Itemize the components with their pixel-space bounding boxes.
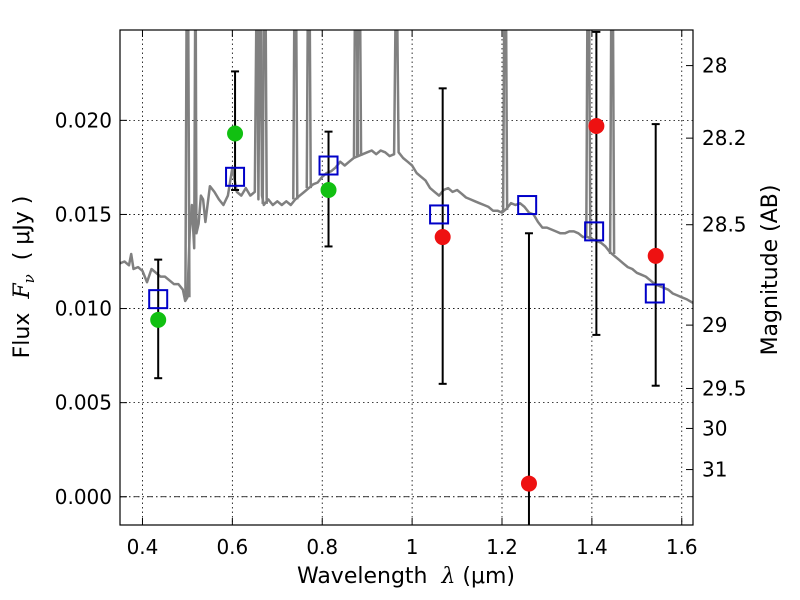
observed-points bbox=[150, 117, 664, 492]
plot-area bbox=[120, 30, 693, 525]
observed-point-green bbox=[320, 181, 337, 198]
x-tick-label: 0.6 bbox=[216, 535, 248, 559]
error-bar bbox=[592, 30, 601, 336]
observed-point-green bbox=[150, 311, 167, 328]
y2-axis-title: Magnitude (AB) bbox=[758, 185, 783, 356]
emission-line bbox=[292, 30, 299, 200]
synthetic-box bbox=[517, 195, 538, 216]
y-axis-title: Flux Fν ( μJy ) bbox=[10, 196, 38, 359]
y2-tick-label: 28.5 bbox=[702, 213, 747, 237]
y-tick-label: 0.015 bbox=[55, 202, 112, 226]
x-tick-label: 1.6 bbox=[666, 535, 698, 559]
synthetic-box bbox=[584, 221, 605, 242]
observed-point-green bbox=[227, 125, 244, 142]
observed-point-red bbox=[647, 247, 664, 264]
observed-point-red bbox=[588, 117, 605, 134]
y-tick-label: 0.000 bbox=[55, 485, 112, 509]
synthetic-box bbox=[318, 155, 339, 176]
y-tick-label: 0.010 bbox=[55, 297, 112, 321]
emission-line bbox=[305, 30, 313, 189]
synthetic-box bbox=[148, 289, 169, 310]
y2-tick-label: 28 bbox=[702, 54, 727, 78]
x-tick-label: 1 bbox=[406, 535, 419, 559]
emission-line bbox=[608, 30, 616, 254]
emission-line bbox=[261, 30, 268, 204]
y2-tick-label: 30 bbox=[702, 416, 727, 440]
x-tick-label: 1.2 bbox=[486, 535, 518, 559]
synthetic-boxes bbox=[148, 155, 665, 310]
y-axis-ticks: 0.000 0.005 0.010 0.015 0.020 bbox=[55, 108, 127, 509]
plot-frame bbox=[119, 29, 694, 526]
x-tick-label: 0.4 bbox=[127, 535, 159, 559]
synthetic-box bbox=[429, 204, 450, 225]
x-tick-label: 0.8 bbox=[306, 535, 338, 559]
emission-line bbox=[585, 30, 592, 238]
x-tick-label: 1.4 bbox=[576, 535, 608, 559]
y2-tick-label: 31 bbox=[702, 458, 727, 482]
observed-point-red bbox=[434, 229, 451, 246]
emission-line bbox=[501, 30, 509, 210]
emission-line bbox=[355, 30, 363, 156]
emission-line bbox=[184, 30, 191, 298]
x-axis-ticks: 0.4 0.6 0.8 1 1.2 1.4 1.6 bbox=[127, 30, 698, 559]
y-tick-label: 0.005 bbox=[55, 391, 112, 415]
y-tick-label: 0.020 bbox=[55, 108, 112, 132]
synthetic-box bbox=[644, 283, 665, 304]
y2-tick-label: 28.2 bbox=[702, 126, 747, 150]
observed-point-red bbox=[520, 475, 537, 492]
model-spectrum-line bbox=[120, 30, 693, 304]
emission-lines bbox=[184, 30, 616, 298]
y2-axis-ticks: 28 28.2 28.5 29 29.5 30 31 bbox=[686, 54, 747, 482]
y2-tick-label: 29.5 bbox=[702, 376, 747, 400]
x-axis-title: Wavelength λ (μm) bbox=[297, 564, 515, 589]
synthetic-box bbox=[225, 166, 246, 187]
y2-tick-label: 29 bbox=[702, 313, 727, 337]
